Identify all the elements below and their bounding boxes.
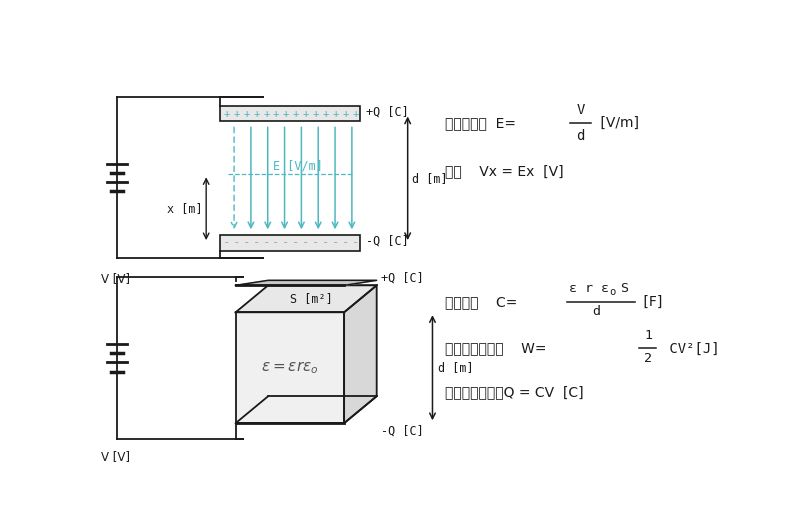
Text: $\varepsilon = \varepsilon r \varepsilon_o$: $\varepsilon = \varepsilon r \varepsilon… xyxy=(261,359,318,376)
Text: d [m]: d [m] xyxy=(438,361,474,374)
Text: -: - xyxy=(342,236,350,250)
Text: 1: 1 xyxy=(644,328,652,342)
Text: +Q [C]: +Q [C] xyxy=(366,105,409,118)
Text: V [V]: V [V] xyxy=(101,272,130,285)
Text: V [V]: V [V] xyxy=(101,450,130,463)
Text: +: + xyxy=(233,109,239,118)
Text: -: - xyxy=(332,236,339,250)
Text: S [m²]: S [m²] xyxy=(290,292,333,306)
Text: 電荷（電気量）Q = CV  [C]: 電荷（電気量）Q = CV [C] xyxy=(445,385,583,399)
Text: 電界の強さ  E=: 電界の強さ E= xyxy=(445,116,516,130)
Text: +: + xyxy=(263,109,270,118)
Text: -: - xyxy=(233,236,240,250)
Bar xyxy=(220,106,360,121)
Text: x [m]: x [m] xyxy=(166,202,202,215)
Text: +: + xyxy=(283,109,289,118)
Text: -: - xyxy=(292,236,300,250)
Text: E [V/m]: E [V/m] xyxy=(273,160,322,173)
Text: -: - xyxy=(272,236,280,250)
Text: d: d xyxy=(592,306,600,318)
Bar xyxy=(236,312,344,423)
Text: -: - xyxy=(322,236,330,250)
Text: +: + xyxy=(303,109,309,118)
Text: 電位    Vx = Ex  [V]: 電位 Vx = Ex [V] xyxy=(445,164,563,178)
Text: -: - xyxy=(222,236,230,250)
Text: 静電容量    C=: 静電容量 C= xyxy=(445,295,518,309)
Text: d [m]: d [m] xyxy=(412,172,448,185)
Text: -: - xyxy=(302,236,310,250)
Text: +: + xyxy=(333,109,339,118)
Polygon shape xyxy=(236,285,377,312)
Text: -: - xyxy=(262,236,270,250)
Text: +: + xyxy=(243,109,250,118)
Text: +: + xyxy=(322,109,329,118)
Text: +Q [C]: +Q [C] xyxy=(382,272,424,285)
Text: d: d xyxy=(576,129,585,143)
Text: 2: 2 xyxy=(644,352,652,366)
Text: o: o xyxy=(609,287,615,297)
Text: -: - xyxy=(242,236,250,250)
Bar xyxy=(220,235,360,251)
Text: +: + xyxy=(353,109,359,118)
Text: S: S xyxy=(620,282,628,295)
Text: V: V xyxy=(576,103,585,117)
Text: -: - xyxy=(312,236,320,250)
Polygon shape xyxy=(344,285,377,423)
Text: ε r ε: ε r ε xyxy=(569,282,609,295)
Text: CV²[J]: CV²[J] xyxy=(661,342,720,356)
Text: +: + xyxy=(342,109,349,118)
Text: -Q [C]: -Q [C] xyxy=(366,235,409,248)
Text: +: + xyxy=(293,109,299,118)
Text: +: + xyxy=(253,109,259,118)
Text: +: + xyxy=(223,109,230,118)
Text: [F]: [F] xyxy=(638,295,662,309)
Text: 静電エネルギー    W=: 静電エネルギー W= xyxy=(445,342,546,356)
Text: [V/m]: [V/m] xyxy=(596,116,639,130)
Text: -: - xyxy=(352,236,359,250)
Text: -: - xyxy=(282,236,290,250)
Text: +: + xyxy=(273,109,279,118)
Polygon shape xyxy=(236,280,377,285)
Text: +: + xyxy=(313,109,319,118)
Text: -Q [C]: -Q [C] xyxy=(382,424,424,437)
Text: -: - xyxy=(253,236,260,250)
